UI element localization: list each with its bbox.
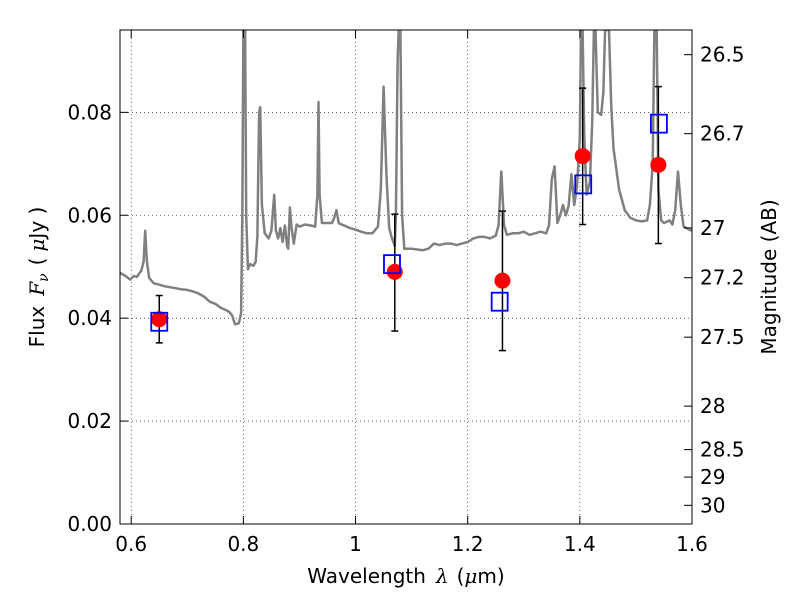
y2-tick-label: 28.5 — [700, 438, 745, 462]
observed-flux-point — [574, 148, 591, 165]
y2-tick-label: 26.5 — [700, 43, 745, 67]
y-tick-label: 0.00 — [67, 512, 112, 536]
model-flux-point — [574, 174, 593, 195]
observed-flux-point — [650, 156, 667, 173]
markers — [150, 113, 668, 332]
y-axis-label: FluxFν(μJy ) — [25, 207, 52, 348]
y2-tick-label: 26.7 — [700, 122, 745, 146]
observed-flux-point — [494, 272, 511, 289]
y2-tick-label: 28 — [700, 394, 725, 418]
model-flux-point — [490, 291, 509, 312]
y-tick-label: 0.04 — [67, 306, 112, 330]
y2-tick-label: 29 — [700, 465, 725, 489]
y2-tick-label: 27.2 — [700, 266, 745, 290]
y-tick-label: 0.06 — [67, 203, 112, 227]
spectrum-line — [120, 30, 692, 326]
y2-axis-label: Magnitude (AB) — [757, 199, 781, 354]
model-flux-point — [383, 254, 401, 275]
model-flux-point — [150, 311, 169, 332]
observed-flux-point — [386, 263, 403, 280]
y2-tick-label: 27 — [700, 216, 725, 240]
x-tick-label: 0.8 — [227, 532, 259, 556]
x-tick-label: 1 — [349, 532, 362, 556]
axis-ticks: 0.6 0.8 1 1.2 1.4 1.6 0.00 0.02 0.04 0.06 0.08 26.5… — [67, 30, 745, 556]
y2-tick-label: 27.5 — [700, 325, 745, 349]
x-tick-label: 1.4 — [564, 532, 596, 556]
plot-data — [120, 30, 692, 326]
plot-frame — [119, 29, 693, 525]
x-tick-label: 0.6 — [115, 532, 147, 556]
x-axis-label: Wavelength λ (μm) — [307, 564, 504, 588]
x-tick-label: 1.6 — [676, 532, 708, 556]
y-tick-label: 0.02 — [67, 409, 112, 433]
x-tick-label: 1.2 — [452, 532, 484, 556]
y-tick-label: 0.08 — [67, 100, 112, 124]
observed-flux-point — [151, 311, 168, 328]
model-flux-point — [650, 113, 668, 134]
y2-tick-label: 30 — [700, 493, 725, 517]
plot-background — [120, 30, 692, 524]
